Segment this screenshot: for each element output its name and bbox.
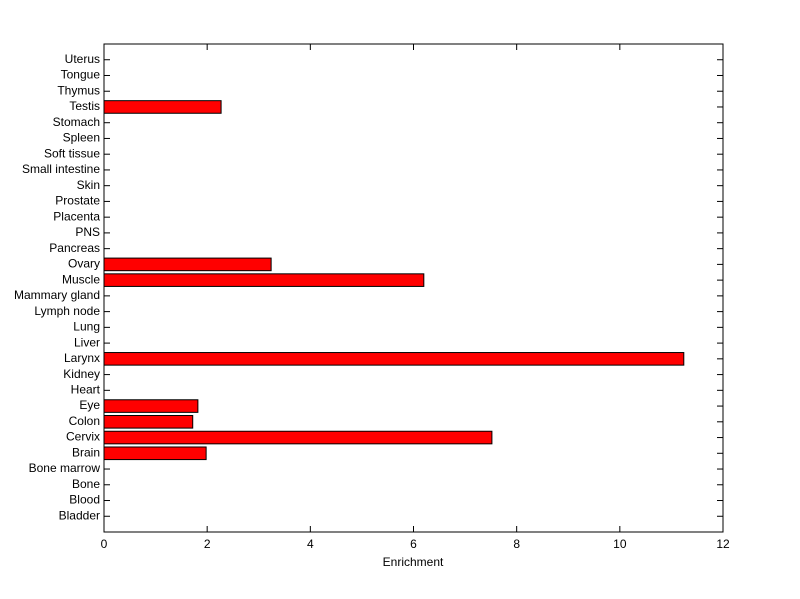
y-tick-label: Cervix xyxy=(66,430,100,444)
y-tick-label: Lung xyxy=(73,320,100,334)
bar xyxy=(103,415,194,429)
y-tick-label: Tongue xyxy=(61,68,101,82)
x-axis-label: Enrichment xyxy=(383,555,444,569)
x-tick-label: 6 xyxy=(410,537,417,551)
x-tick-label: 10 xyxy=(613,537,627,551)
y-tick-label: Mammary gland xyxy=(14,288,100,302)
y-tick-label: Liver xyxy=(74,335,100,349)
bar xyxy=(103,446,207,461)
y-tick-label: PNS xyxy=(75,225,100,239)
y-tick-label: Placenta xyxy=(53,209,100,223)
y-tick-label: Prostate xyxy=(55,194,100,208)
y-tick-label: Larynx xyxy=(64,351,100,365)
bar xyxy=(103,100,222,114)
y-tick-label: Heart xyxy=(71,382,101,396)
y-tick-label: Soft tissue xyxy=(44,146,100,160)
y-tick-label: Testis xyxy=(69,99,100,113)
y-tick-label: Stomach xyxy=(53,115,100,129)
x-tick-label: 0 xyxy=(101,537,108,551)
y-tick-label: Bladder xyxy=(59,508,100,522)
y-tick-label: Small intestine xyxy=(22,162,100,176)
y-tick-label: Kidney xyxy=(63,367,100,381)
bar xyxy=(103,430,493,445)
y-tick-label: Blood xyxy=(69,493,100,507)
y-tick-label: Spleen xyxy=(63,131,100,145)
y-tick-label: Bone xyxy=(72,477,100,491)
x-tick-label: 4 xyxy=(307,537,314,551)
y-tick-label: Bone marrow xyxy=(29,461,101,475)
y-tick-label: Lymph node xyxy=(34,304,100,318)
plot-area xyxy=(103,43,724,533)
bar xyxy=(103,273,425,287)
y-tick-label: Thymus xyxy=(57,83,100,97)
x-tick-label: 2 xyxy=(204,537,211,551)
x-tick-label: 12 xyxy=(716,537,730,551)
x-tick-label: 8 xyxy=(513,537,520,551)
bar xyxy=(103,352,685,366)
y-tick-label: Skin xyxy=(77,178,100,192)
y-tick-label: Eye xyxy=(79,398,100,412)
y-tick-label: Uterus xyxy=(65,52,100,66)
bar xyxy=(103,257,272,272)
y-tick-label: Muscle xyxy=(62,272,100,286)
y-tick-label: Pancreas xyxy=(49,241,100,255)
y-tick-label: Brain xyxy=(72,445,100,459)
y-tick-label: Colon xyxy=(69,414,100,428)
y-tick-label: Ovary xyxy=(68,257,100,271)
bar xyxy=(103,399,199,413)
